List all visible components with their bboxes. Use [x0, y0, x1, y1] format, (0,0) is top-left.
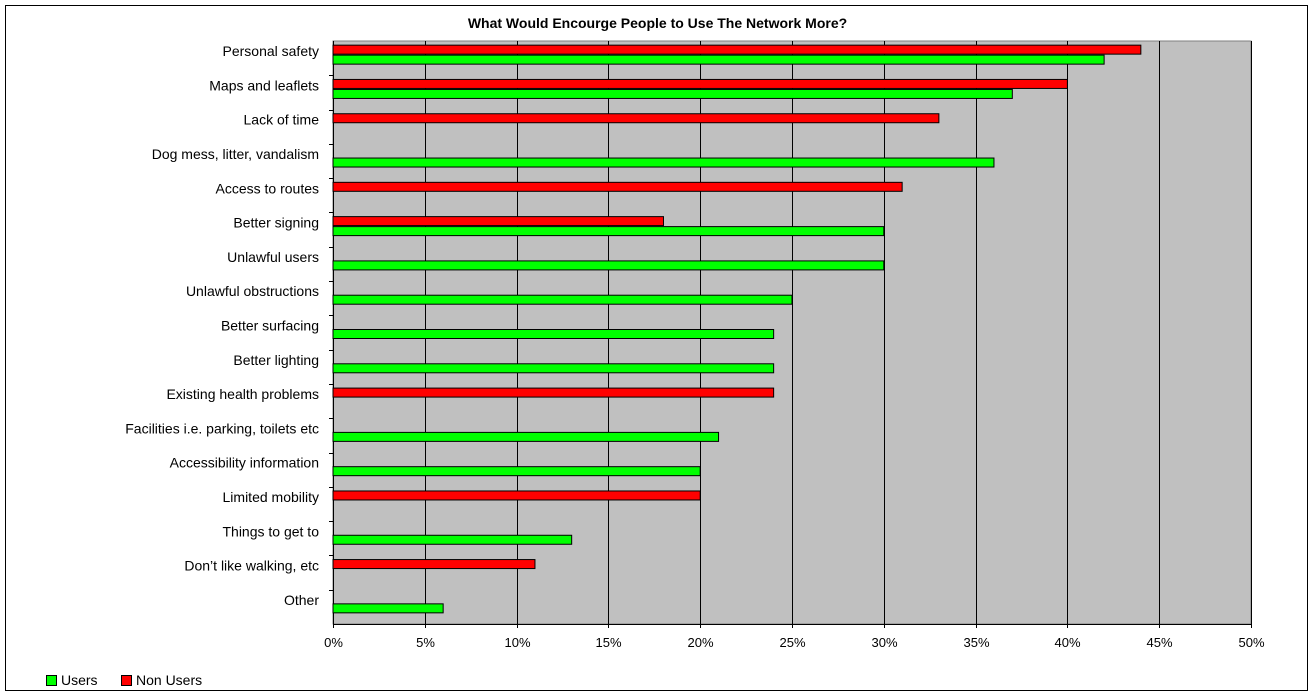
category-label: Lack of time	[244, 112, 320, 128]
category-label: Facilities i.e. parking, toilets etc	[125, 420, 319, 436]
x-tick-label: 45%	[1146, 635, 1172, 650]
x-tick-label: 50%	[1238, 635, 1264, 650]
bar-non-users	[332, 78, 1068, 89]
bar-users	[332, 466, 701, 477]
bar-users	[332, 157, 995, 168]
category-label: Better signing	[233, 215, 319, 231]
bar-users	[332, 363, 775, 374]
category-label: Don’t like walking, etc	[184, 558, 319, 574]
bar-users	[332, 534, 573, 545]
bar-users	[332, 88, 1013, 99]
bar-non-users	[332, 559, 536, 570]
category-label: Maps and leaflets	[209, 77, 319, 93]
category-label: Personal safety	[223, 43, 320, 59]
x-tick-label: 0%	[324, 635, 343, 650]
bar-non-users	[332, 216, 664, 227]
bar-non-users	[332, 113, 940, 124]
bar-non-users	[332, 181, 903, 192]
category-label: Things to get to	[222, 523, 319, 539]
bar-non-users	[332, 387, 775, 398]
x-tick-label: 10%	[504, 635, 530, 650]
bar-users	[332, 54, 1105, 65]
x-tick-label: 25%	[779, 635, 805, 650]
x-tick-label: 40%	[1054, 635, 1080, 650]
category-label: Accessibility information	[170, 455, 319, 471]
bar-users	[332, 431, 720, 442]
category-label: Unlawful users	[227, 249, 319, 265]
category-label: Existing health problems	[166, 386, 319, 402]
category-label: Limited mobility	[223, 489, 319, 505]
bar-users	[332, 260, 885, 271]
category-label: Better surfacing	[221, 318, 319, 334]
bar-users	[332, 294, 793, 305]
bar-non-users	[332, 44, 1142, 55]
bar-users	[332, 329, 775, 339]
category-label: Other	[284, 592, 319, 608]
bar-users	[332, 603, 444, 614]
category-label: Access to routes	[216, 180, 320, 196]
chart-title: What Would Encourge People to Use The Ne…	[467, 15, 848, 31]
category-label: Dog mess, litter, vandalism	[152, 146, 319, 162]
category-label: Unlawful obstructions	[186, 283, 319, 299]
x-tick-label: 35%	[963, 635, 989, 650]
x-tick-label: 30%	[871, 635, 897, 650]
x-tick-label: 5%	[416, 635, 435, 650]
category-label: Better lighting	[233, 352, 319, 368]
bar-non-users	[332, 490, 701, 501]
x-tick-label: 20%	[687, 635, 713, 650]
bar-users	[332, 226, 885, 237]
x-tick-label: 15%	[595, 635, 621, 650]
